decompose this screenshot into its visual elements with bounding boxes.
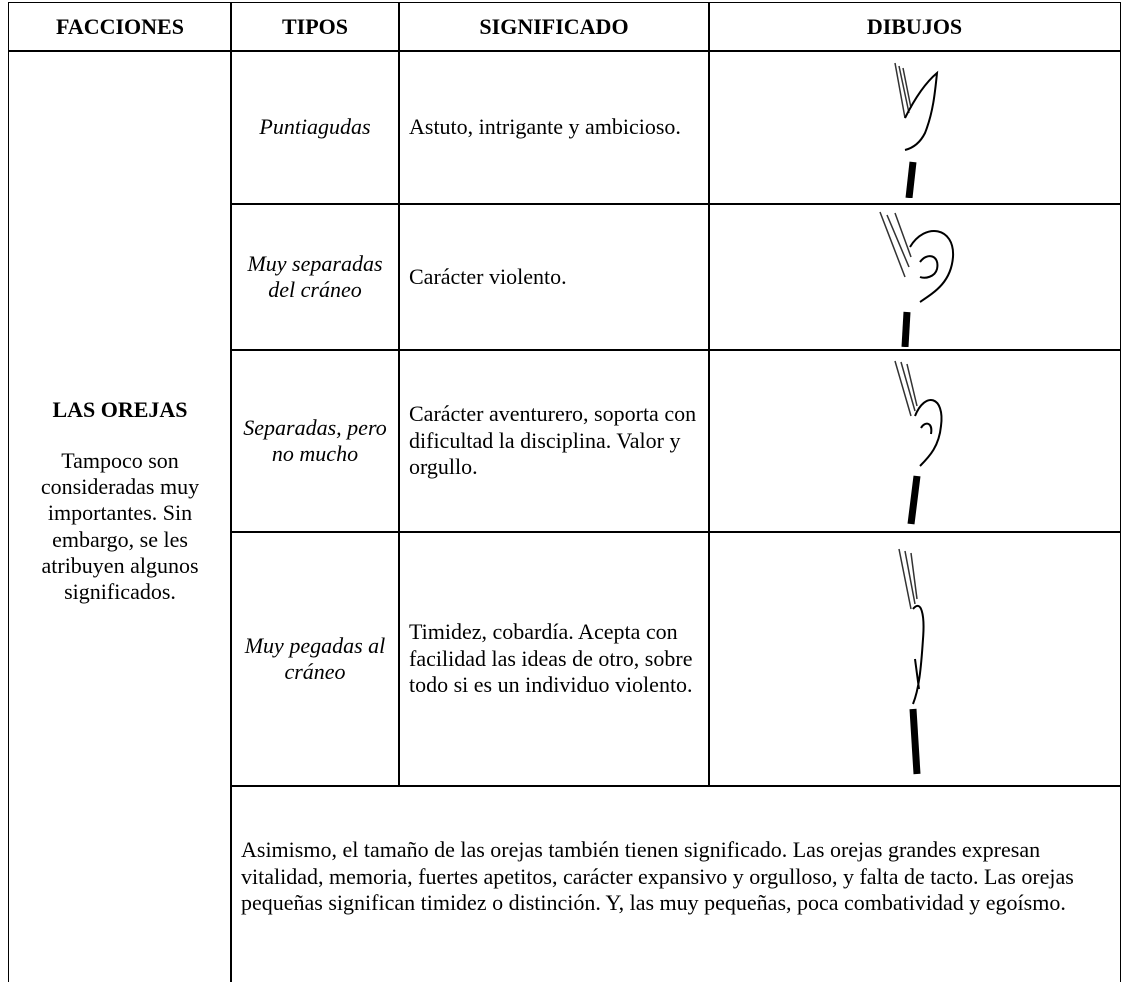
feature-cell: LAS OREJAS Tampoco son consideradas muy … bbox=[8, 50, 232, 982]
drawing-cell bbox=[708, 349, 1121, 533]
drawing-cell bbox=[708, 203, 1121, 351]
ear-drawing bbox=[878, 211, 954, 347]
meaning-cell: Astuto, intrigante y ambicioso. bbox=[398, 50, 710, 205]
meaning-cell: Timidez, cobardía. Acepta con facilidad … bbox=[398, 531, 710, 787]
meaning-cell: Carácter violento. bbox=[398, 203, 710, 351]
type-cell: Muy pegadas al cráneo bbox=[230, 531, 400, 787]
type-cell: Puntiagudas bbox=[230, 50, 400, 205]
drawing-cell bbox=[708, 50, 1121, 205]
header-cell: DIBUJOS bbox=[708, 2, 1121, 52]
feature-title: LAS OREJAS bbox=[52, 397, 188, 423]
ear-drawing bbox=[893, 360, 942, 525]
type-cell: Muy separadas del cráneo bbox=[230, 203, 400, 351]
note-cell: Asimismo, el tamaño de las orejas tambié… bbox=[230, 785, 1121, 982]
ear-drawing bbox=[893, 62, 938, 198]
header-cell: SIGNIFICADO bbox=[398, 2, 710, 52]
ear-drawing bbox=[897, 548, 924, 775]
type-cell: Separadas, pero no mucho bbox=[230, 349, 400, 533]
header-cell: TIPOS bbox=[230, 2, 400, 52]
feature-description: Tampoco son consideradas muy importantes… bbox=[40, 447, 200, 605]
header-cell: FACCIONES bbox=[8, 2, 232, 52]
drawing-cell bbox=[708, 531, 1121, 787]
meaning-cell: Carácter aventurero, soporta con dificul… bbox=[398, 349, 710, 533]
